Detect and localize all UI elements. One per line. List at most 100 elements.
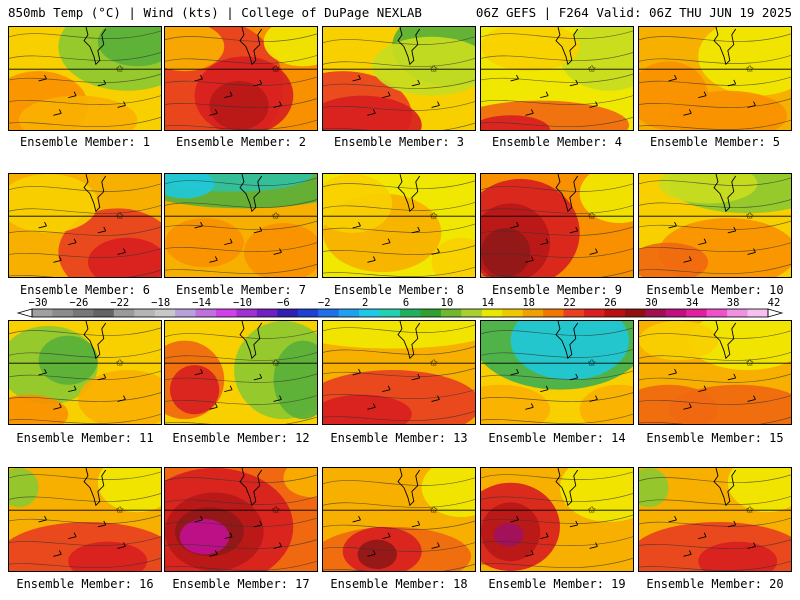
svg-text:✩: ✩ [588,505,597,516]
colorbar-swatch [665,309,687,317]
temperature-field: ✩ [481,321,633,424]
ensemble-member-caption: Ensemble Member: 20 [646,577,784,591]
ensemble-member-caption: Ensemble Member: 3 [333,135,465,149]
svg-text:✩: ✩ [116,211,125,222]
ensemble-map-panel: ✩ [164,467,318,572]
temperature-field: ✩ [323,174,475,277]
temperature-field: ✩ [165,174,317,277]
ensemble-member-caption: Ensemble Member: 17 [172,577,310,591]
temperature-field: ✩ [481,27,633,130]
ensemble-map-panel: ✩ [8,320,162,425]
colorbar-tick-label: −30 [29,297,48,309]
header-title: 850mb Temp (°C) | Wind (kts) | College o… [8,5,422,20]
ensemble-member-caption: Ensemble Member: 8 [333,283,465,297]
colorbar-swatch [420,309,442,317]
ensemble-member-caption: Ensemble Member: 4 [491,135,623,149]
colorbar-swatch [32,309,53,317]
ensemble-map-panel: ✩ [638,26,792,131]
svg-text:✩: ✩ [272,358,281,369]
ensemble-member-caption: Ensemble Member: 19 [488,577,626,591]
svg-text:✩: ✩ [116,505,125,516]
svg-text:✩: ✩ [430,211,439,222]
colorbar-swatch [338,309,360,317]
temperature-field: ✩ [323,27,475,130]
colorbar-tick-label: 18 [522,297,535,309]
colorbar-swatch [379,309,401,317]
colorbar-swatch [195,309,217,317]
temperature-field: ✩ [481,174,633,277]
temperature-field: ✩ [9,27,161,130]
svg-text:✩: ✩ [746,211,755,222]
colorbar-swatch [461,309,483,317]
colorbar-swatch [93,309,115,317]
ensemble-map-panel: ✩ [480,320,634,425]
colorbar-swatch [113,309,135,317]
temperature-field: ✩ [165,321,317,424]
ensemble-map-panel: ✩ [8,26,162,131]
svg-text:✩: ✩ [116,358,125,369]
colorbar-tick-label: 26 [604,297,617,309]
colorbar-swatch [72,309,94,317]
colorbar-tick-label: −14 [192,297,211,309]
colorbar-graphic: −30 −26 −22 −18 −14 −10 −6 −2 2 6 10 14 18 22 26 30 34 38… [16,297,784,318]
svg-text:✩: ✩ [272,64,281,75]
colorbar-swatch [706,309,728,317]
svg-text:✩: ✩ [430,505,439,516]
ensemble-member-caption: Ensemble Member: 5 [649,135,781,149]
ensemble-map-panel: ✩ [480,26,634,131]
svg-text:✩: ✩ [272,211,281,222]
ensemble-map-panel: ✩ [322,173,476,278]
ensemble-member-caption: Ensemble Member: 15 [646,431,784,445]
ensemble-map-panel: ✩ [322,26,476,131]
ensemble-member-caption: Ensemble Member: 1 [19,135,151,149]
colorbar-right-arrow [767,308,784,318]
temperature-field: ✩ [9,321,161,424]
ensemble-map-panel: ✩ [638,173,792,278]
ensemble-map-panel: ✩ [164,26,318,131]
ensemble-member-caption: Ensemble Member: 2 [175,135,307,149]
colorbar-tick-label: 10 [441,297,454,309]
svg-text:✩: ✩ [588,64,597,75]
colorbar-left-arrow [16,308,33,318]
colorbar-swatch [236,309,258,317]
colorbar-tick-label: 42 [768,297,781,309]
colorbar-swatch [52,309,74,317]
colorbar-swatch [154,309,176,317]
temperature-field: ✩ [323,321,475,424]
ensemble-member-caption: Ensemble Member: 14 [488,431,626,445]
ensemble-member-caption: Ensemble Member: 13 [330,431,468,445]
svg-text:✩: ✩ [272,505,281,516]
header-run-info: 06Z GEFS | F264 Valid: 06Z THU JUN 19 20… [475,5,792,20]
temperature-field: ✩ [481,468,633,571]
ensemble-member-caption: Ensemble Member: 12 [172,431,310,445]
colorbar-tick-label: 34 [686,297,699,309]
colorbar-swatch [134,309,156,317]
colorbar-swatch [747,309,769,317]
colorbar-swatch [481,309,503,317]
colorbar-swatch [584,309,605,317]
colorbar-tick-label: 38 [727,297,740,309]
colorbar-swatch [216,309,237,317]
temperature-field: ✩ [323,468,475,571]
ensemble-map-panel: ✩ [480,173,634,278]
colorbar-tick-label: −22 [110,297,129,309]
svg-text:✩: ✩ [746,64,755,75]
ensemble-map-panel: ✩ [8,173,162,278]
colorbar-swatch [256,309,278,317]
ensemble-member-caption: Ensemble Member: 6 [19,283,151,297]
temperature-field: ✩ [639,174,791,277]
svg-text:✩: ✩ [746,505,755,516]
colorbar-swatch [318,309,340,317]
ensemble-member-caption: Ensemble Member: 9 [491,283,623,297]
ensemble-map-panel: ✩ [638,467,792,572]
ensemble-map-panel: ✩ [164,173,318,278]
colorbar-tick-label: −2 [318,297,331,309]
ensemble-member-caption: Ensemble Member: 18 [330,577,468,591]
ensemble-map-panel: ✩ [638,320,792,425]
svg-text:✩: ✩ [430,358,439,369]
svg-text:✩: ✩ [746,358,755,369]
colorbar-tick-label: 6 [403,297,409,309]
svg-text:✩: ✩ [588,211,597,222]
ensemble-member-caption: Ensemble Member: 10 [646,283,784,297]
